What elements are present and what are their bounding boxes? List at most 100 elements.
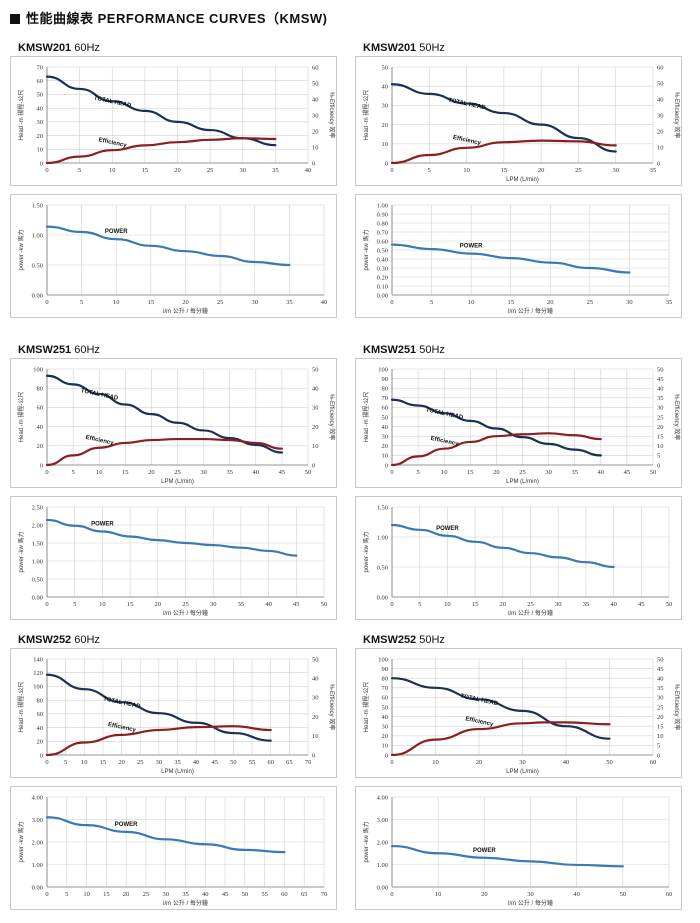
total-head-series-label: TOTAL HEAD — [93, 95, 132, 109]
x-tick-label: 5 — [428, 167, 431, 174]
x-tick-label: 35 — [182, 891, 189, 898]
y-tick-label: 0.00 — [377, 292, 388, 299]
x-tick-label: 0 — [390, 759, 393, 766]
model-name: KMSW252 — [363, 634, 420, 646]
x-tick-label: 15 — [507, 299, 514, 306]
x-tick-label: 25 — [174, 469, 181, 476]
y2-tick-label: 30 — [312, 695, 319, 702]
y2-tick-label: 45 — [657, 376, 664, 383]
y-tick-label: 1.00 — [32, 232, 43, 239]
power-chart-panel: 0.00 0.50 1.00 1.50 2.00 2.50 0 5 10 15 20 25 30 35 40… — [10, 496, 337, 620]
x-tick-label: 30 — [240, 167, 247, 174]
total-head-line — [390, 677, 611, 740]
y-tick-label: 20 — [382, 122, 389, 129]
y-axis-label: Head -m 揚程-公尺 — [362, 682, 370, 733]
head-chart-panel: 0 10 20 30 40 50 60 70 0 5 10 15 20 25 30 35 40 0 10 20 30 40… — [10, 56, 337, 186]
model-title: KMSW252 60Hz — [18, 634, 100, 646]
efficiency-line — [45, 725, 272, 757]
x-tick-label: 0 — [45, 759, 48, 766]
x-tick-label: 10 — [432, 759, 439, 766]
x-tick-label: 15 — [142, 167, 149, 174]
x-tick-label: 50 — [321, 601, 328, 608]
y-tick-label: 0.00 — [32, 292, 43, 299]
y-tick-label: 40 — [37, 424, 44, 431]
x-tick-label: 25 — [519, 469, 526, 476]
y-tick-label: 10 — [37, 147, 44, 154]
model-frequency: 50Hz — [419, 634, 445, 646]
y-tick-label: 30 — [37, 119, 44, 126]
y2-axis-label: %-Efficiency 效率 — [328, 92, 336, 139]
x-tick-label: 25 — [143, 891, 150, 898]
head-chart-panel: 0 10 20 30 40 50 60 70 80 90 100 0 10 20 30 40 50 60 0 5 10 1… — [355, 648, 682, 778]
y2-tick-label: 25 — [657, 414, 664, 421]
y-tick-label: 0 — [385, 160, 388, 167]
square-bullet-icon — [10, 14, 20, 24]
y-axis-label: Head -m 揚程-公尺 — [17, 392, 25, 443]
y2-tick-label: 20 — [657, 424, 664, 431]
x-axis-label: l/m 公升 / 每分鐘 — [508, 899, 553, 907]
y2-tick-label: 30 — [657, 112, 664, 119]
x-tick-label: 40 — [193, 759, 200, 766]
x-tick-label: 40 — [573, 891, 580, 898]
y-tick-label: 4.00 — [377, 794, 388, 801]
y-tick-label: 1.50 — [377, 504, 388, 511]
y2-tick-label: 20 — [312, 714, 319, 721]
y-axis-label: power -kw 馬力 — [17, 821, 25, 862]
x-tick-label: 65 — [301, 891, 308, 898]
x-tick-label: 30 — [200, 469, 207, 476]
x-tick-label: 35 — [272, 167, 279, 174]
x-tick-label: 20 — [123, 891, 129, 898]
x-tick-label: 35 — [666, 299, 673, 306]
total-head-line — [45, 673, 272, 742]
x-tick-label: 50 — [650, 469, 657, 476]
x-tick-label: 0 — [390, 167, 393, 174]
y2-tick-label: 50 — [312, 366, 319, 373]
x-axis-label: l/m 公升 / 每分鐘 — [163, 609, 208, 617]
y-tick-label: 0 — [40, 160, 43, 167]
x-tick-label: 20 — [148, 469, 155, 476]
model-name: KMSW201 — [363, 42, 420, 54]
head-chart-panel: 0 10 20 30 40 50 60 70 80 90 100 0 5 10 15 20 25 30 35 40 45… — [355, 358, 682, 488]
total-head-series-label: TOTAL HEAD — [103, 696, 142, 710]
y-tick-label: 40 — [37, 105, 44, 112]
y-tick-label: 1.00 — [377, 202, 388, 209]
efficiency-line — [390, 432, 602, 467]
y-tick-label: 1.00 — [32, 862, 43, 869]
x-tick-label: 50 — [666, 601, 673, 608]
y2-tick-label: 10 — [312, 443, 319, 450]
x-tick-label: 10 — [441, 469, 448, 476]
y-axis-label: power -kw 馬力 — [362, 821, 370, 862]
x-tick-label: 30 — [555, 601, 562, 608]
y2-tick-label: 30 — [312, 405, 319, 412]
y-tick-label: 90 — [382, 376, 389, 383]
y2-tick-label: 50 — [312, 656, 319, 663]
x-tick-label: 35 — [226, 469, 233, 476]
x-tick-label: 25 — [575, 167, 582, 174]
x-tick-label: 10 — [468, 299, 475, 306]
x-tick-label: 45 — [638, 601, 645, 608]
x-tick-label: 0 — [45, 299, 48, 306]
y-tick-label: 20 — [382, 733, 389, 740]
power-series-label: POWER — [436, 526, 459, 532]
efficiency-series-label: Efficiency — [107, 722, 137, 734]
y-tick-label: 0 — [385, 752, 388, 759]
y2-tick-label: 35 — [657, 395, 664, 402]
y2-tick-label: 0 — [657, 752, 660, 759]
y-tick-label: 0.30 — [377, 265, 388, 272]
x-tick-label: 5 — [65, 891, 68, 898]
y-tick-label: 70 — [382, 395, 389, 402]
y-tick-label: 40 — [382, 714, 389, 721]
x-tick-label: 0 — [45, 469, 48, 476]
x-tick-label: 50 — [620, 891, 627, 898]
y-tick-label: 20 — [37, 133, 44, 140]
efficiency-series-label: Efficiency — [465, 716, 495, 728]
y-tick-label: 0.00 — [377, 594, 388, 601]
x-tick-label: 50 — [242, 891, 249, 898]
y2-tick-label: 30 — [657, 695, 664, 702]
head-chart-panel: 0 20 40 60 80 100 120 140 0 5 10 15 20 25 30 35 40 45 50 55… — [10, 648, 337, 778]
y-tick-label: 80 — [382, 386, 389, 393]
y-tick-label: 0 — [385, 462, 388, 469]
y2-axis-label: %-Efficiency 效率 — [673, 684, 681, 731]
y2-tick-label: 5 — [657, 453, 660, 460]
